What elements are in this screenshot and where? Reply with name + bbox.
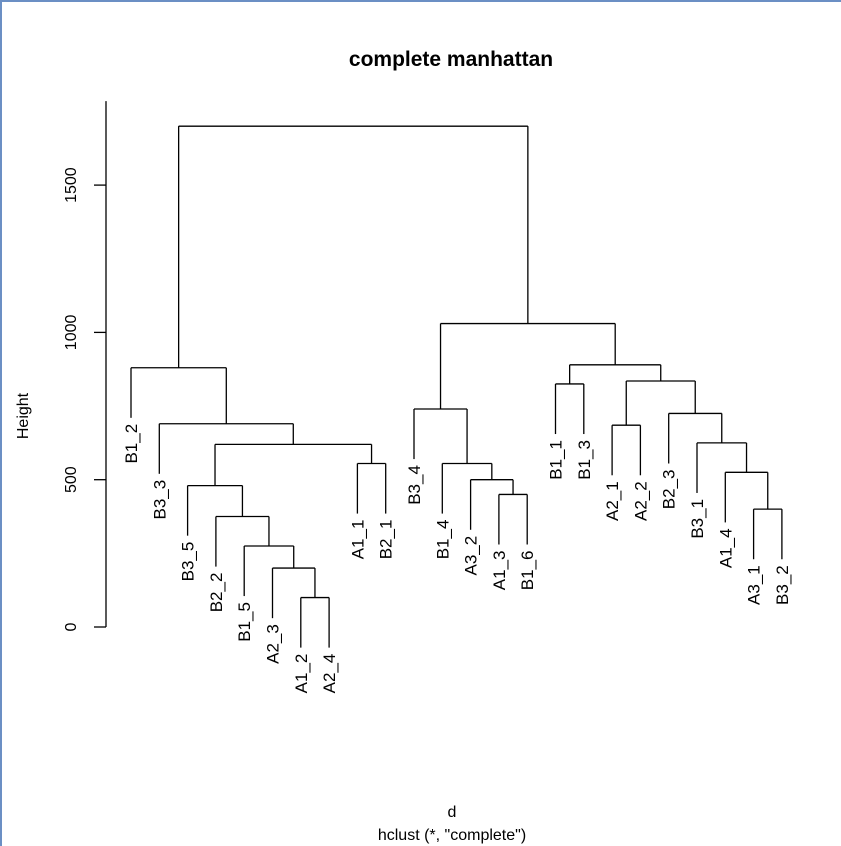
leaf-label: A3_1	[745, 565, 764, 605]
x-axis-label: d	[448, 804, 457, 821]
chart-title: complete manhattan	[349, 48, 553, 71]
leaf-labels: B1_2 B3_3 B3_5 B2_2 B1_5 A2_3 A1_2 A2_4 A1_1 B2_1…	[122, 424, 792, 693]
y-tick-label: 1000	[63, 315, 80, 351]
leaf-label: B3_3	[150, 480, 169, 520]
leaf-label: B3_5	[179, 542, 198, 582]
leaf-label: B1_3	[575, 440, 594, 480]
leaf-label: B1_4	[433, 520, 452, 560]
y-tick-label: 0	[63, 622, 80, 631]
leaf-label: A1_4	[716, 528, 735, 568]
method-label: hclust (*, "complete")	[378, 827, 526, 844]
y-axis: 0 500 1000 1500	[63, 101, 107, 631]
leaf-label: B2_2	[207, 573, 226, 613]
leaf-label: A2_1	[603, 481, 622, 521]
leaf-label: B2_1	[377, 520, 396, 560]
y-tick-label: 1500	[63, 167, 80, 203]
leaf-label: B3_2	[773, 565, 792, 605]
leaf-label: B1_5	[235, 602, 254, 642]
leaf-label: A1_2	[292, 654, 311, 694]
leaf-label: A2_3	[264, 624, 283, 664]
leaf-label: A1_1	[348, 520, 367, 560]
leaf-label: A2_4	[320, 654, 339, 694]
leaf-label: B2_3	[660, 469, 679, 509]
leaf-label: B1_2	[122, 424, 141, 464]
y-tick-label: 500	[63, 466, 80, 493]
leaf-label: B1_1	[547, 440, 566, 480]
dendrogram-tree	[130, 125, 783, 648]
y-axis-label: Height	[15, 392, 32, 439]
leaf-label: B1_6	[518, 551, 537, 591]
leaf-label: A1_3	[490, 551, 509, 591]
leaf-label: B3_1	[688, 499, 707, 539]
leaf-label: A3_2	[462, 536, 481, 576]
leaf-label: B3_4	[405, 465, 424, 505]
leaf-label: A2_2	[631, 481, 650, 521]
